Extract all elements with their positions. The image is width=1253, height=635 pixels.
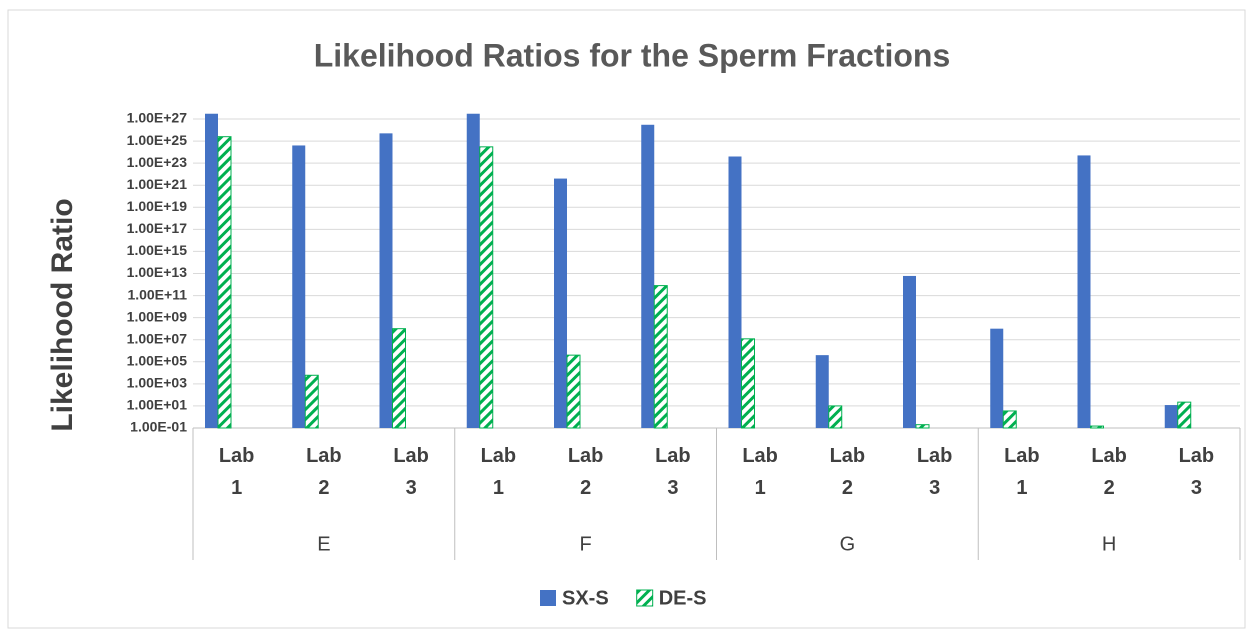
legend-swatch: [540, 590, 556, 606]
bar: [1164, 405, 1178, 428]
chart-border: [7, 9, 1246, 629]
bar: [828, 405, 843, 429]
group-label: F: [580, 533, 592, 555]
bar: [641, 124, 655, 429]
legend-label: DE-S: [659, 587, 707, 609]
y-tick-label: 1.00E+03: [127, 375, 188, 391]
bar: [1077, 155, 1091, 428]
y-tick-label: 1.00E+11: [127, 286, 187, 302]
y-tick-label: 1.00E+25: [127, 132, 188, 148]
x-tick-label: Lab 3: [1179, 445, 1215, 499]
y-tick-label: 1.00E+21: [127, 176, 188, 192]
x-tick-label: Lab 2: [306, 445, 342, 499]
y-tick-label: 1.00E+15: [127, 242, 188, 258]
x-tick-label: Lab 3: [655, 445, 691, 499]
y-axis-label: Likelihood Ratio: [46, 198, 79, 431]
y-tick-label: 1.00E+27: [127, 110, 188, 126]
bar: [379, 133, 393, 428]
chart-title: Likelihood Ratios for the Sperm Fraction…: [314, 37, 951, 73]
bar: [915, 424, 930, 429]
bar: [554, 178, 567, 428]
group-label: H: [1102, 533, 1116, 555]
bar: [903, 275, 916, 428]
bar: [1177, 401, 1192, 429]
bar: [392, 328, 406, 429]
bar: [566, 354, 581, 429]
x-tick-label: Lab 2: [1091, 445, 1127, 499]
y-tick-label: 1.00E+17: [127, 220, 188, 236]
bar: [815, 355, 829, 428]
y-tick-label: 1.00E-01: [130, 419, 187, 435]
x-tick-label: Lab 3: [393, 445, 429, 499]
x-tick-label: Lab 2: [830, 445, 866, 499]
y-tick-label: 1.00E+09: [127, 308, 188, 324]
x-tick-label: Lab 1: [1004, 445, 1040, 499]
bar: [990, 328, 1004, 428]
y-tick-label: 1.00E+13: [127, 264, 188, 280]
y-tick-label: 1.00E+05: [127, 352, 188, 368]
bar: [1002, 410, 1017, 429]
legend-swatch: [636, 589, 654, 607]
group-label: E: [317, 533, 330, 555]
y-tick-label: 1.00E+01: [127, 397, 188, 413]
group-label: G: [840, 533, 856, 555]
y-tick-label: 1.00E+19: [127, 198, 188, 214]
bar: [728, 156, 742, 428]
x-tick-label: Lab 1: [481, 445, 517, 499]
bar: [741, 338, 755, 429]
bar: [479, 146, 494, 429]
bar: [292, 145, 306, 428]
y-tick-label: 1.00E+07: [127, 330, 188, 346]
legend-label: SX-S: [562, 587, 609, 609]
x-tick-label: Lab 1: [742, 445, 778, 499]
bar: [205, 113, 218, 429]
x-tick-label: Lab 3: [917, 445, 953, 499]
x-tick-label: Lab 1: [219, 445, 255, 499]
bar: [653, 285, 668, 429]
x-tick-label: Lab 2: [568, 445, 604, 499]
bar: [466, 113, 480, 429]
y-tick-label: 1.00E+23: [127, 154, 188, 170]
bar: [304, 374, 319, 429]
bar: [217, 136, 232, 429]
bar: [1090, 425, 1104, 429]
